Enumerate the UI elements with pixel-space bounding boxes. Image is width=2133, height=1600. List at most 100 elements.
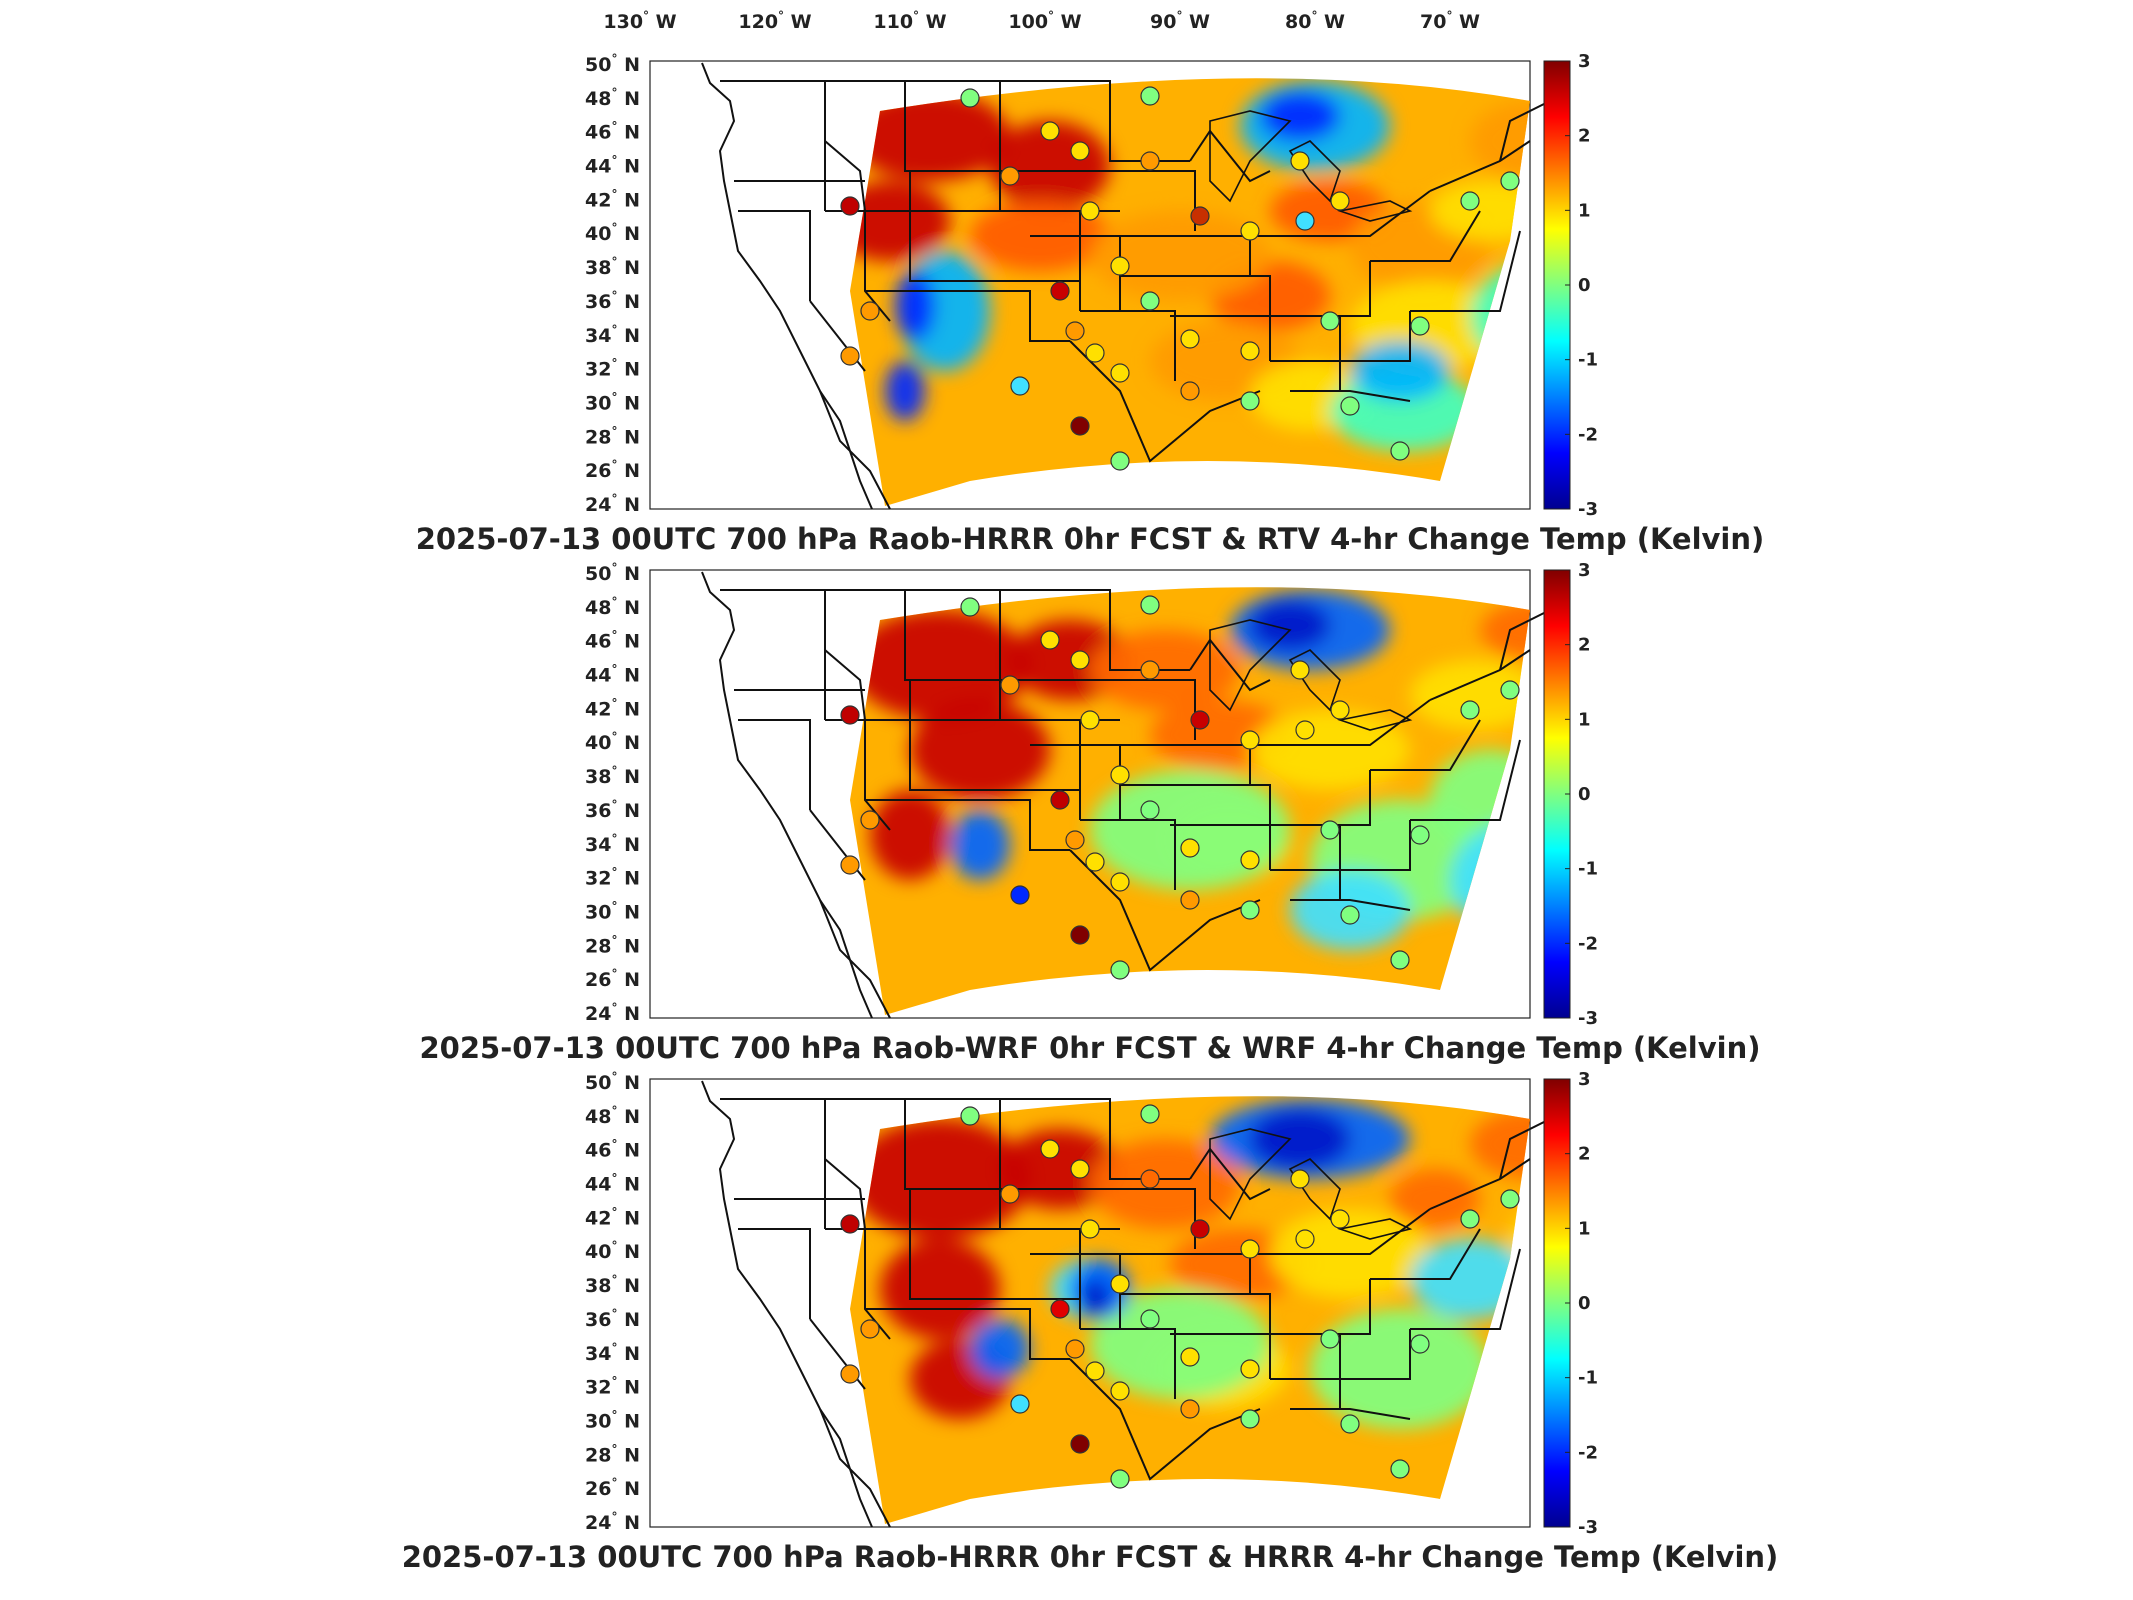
lat-tick-label: 44° N [585,1172,640,1196]
raob-station-marker [1140,595,1160,615]
lat-tick-label: 42° N [585,696,640,720]
raob-station-marker [1110,1381,1130,1401]
raob-station-marker [1140,800,1160,820]
lon-tick-label: 110° W [873,9,946,33]
raob-station-marker [1460,1209,1480,1229]
raob-station-marker [960,1106,980,1126]
colorbar-tick-label: 3 [1578,51,1591,72]
lat-tick-label: 50° N [585,52,640,76]
raob-station-marker [960,597,980,617]
raob-station-marker [1330,191,1350,211]
raob-station-marker [1240,341,1260,361]
raob-stations [840,1104,1520,1489]
raob-station-marker [1180,329,1200,349]
raob-station-marker [1085,1361,1105,1381]
raob-station-marker [1050,1299,1070,1319]
raob-station-marker [1110,872,1130,892]
raob-station-marker [1085,852,1105,872]
colorbar-tick-label: -1 [1578,350,1598,371]
colorbar-tick-label: 0 [1578,1293,1591,1314]
lat-tick-label: 46° N [585,629,640,653]
colorbar-tick-label: 2 [1578,1144,1591,1165]
lat-tick-label: 48° N [585,86,640,110]
raob-station-marker [1190,710,1210,730]
raob-station-marker [960,88,980,108]
raob-station-marker [840,196,860,216]
lat-tick-label: 32° N [585,357,640,381]
lat-tick-label: 26° N [585,1476,640,1500]
raob-station-marker [1240,900,1260,920]
lat-tick-label: 28° N [585,933,640,957]
lat-tick-label: 28° N [585,424,640,448]
lon-tick-label: 100° W [1008,9,1081,33]
raob-station-marker [1240,1239,1260,1259]
lat-tick-label: 46° N [585,1138,640,1162]
lat-tick-label: 32° N [585,866,640,890]
raob-station-marker [1050,790,1070,810]
raob-station-marker [1295,1229,1315,1249]
raob-station-marker [1500,171,1520,191]
raob-station-marker [1460,191,1480,211]
lon-tick-label: 70° W [1420,9,1480,33]
colorbar-tick-label: 1 [1578,709,1591,730]
raob-station-marker [1460,700,1480,720]
lat-tick-label: 34° N [585,323,640,347]
raob-station-marker [1390,441,1410,461]
raob-station-marker [1240,1359,1260,1379]
raob-station-marker [1110,363,1130,383]
raob-station-marker [1500,1189,1520,1209]
lat-tick-label: 34° N [585,1341,640,1365]
lat-tick-label: 48° N [585,595,640,619]
raob-station-marker [1010,1394,1030,1414]
lat-tick-label: 40° N [585,1239,640,1263]
raob-station-marker [1240,1409,1260,1429]
raob-station-marker [840,1214,860,1234]
raob-station-marker [1190,206,1210,226]
raob-station-marker [1110,765,1130,785]
raob-station-marker [1180,838,1200,858]
raob-station-marker [1290,660,1310,680]
raob-station-marker [1240,391,1260,411]
lat-tick-label: 30° N [585,899,640,923]
colorbar-tick-label: 0 [1578,784,1591,805]
raob-station-marker [1390,1459,1410,1479]
raob-station-marker [1050,281,1070,301]
longitude-axis: 130° W 120° W 110° W 100° W 90° W 80° W 70° W [603,9,1480,33]
lat-tick-label: 38° N [585,1273,640,1297]
panel-title: 2025-07-13 00UTC 700 hPa Raob-HRRR 0hr F… [402,1540,1779,1574]
lat-tick-label: 30° N [585,1408,640,1432]
colorbar-tick-label: 3 [1578,560,1591,581]
state-boundaries [701,571,1551,1019]
raob-station-marker [1180,890,1200,910]
raob-station-marker [860,1319,880,1339]
raob-station-marker [1070,1434,1090,1454]
map-panel-3: 50° N 48° N 46° N 44° N 42° N 40° N 38° N 36° N… [402,1069,1779,1574]
colorbar-tick-label: -2 [1578,933,1598,954]
lat-tick-label: 50° N [585,561,640,585]
lon-tick-label: 130° W [603,9,676,33]
lat-tick-label: 36° N [585,289,640,313]
colorbar-tick-label: 1 [1578,200,1591,221]
lat-tick-label: 40° N [585,221,640,245]
raob-station-marker [1110,451,1130,471]
raob-station-marker [1080,201,1100,221]
lon-tick-label: 120° W [738,9,811,33]
lat-tick-label: 38° N [585,764,640,788]
raob-station-marker [1040,630,1060,650]
raob-station-marker [1140,86,1160,106]
raob-station-marker [1295,720,1315,740]
lat-tick-label: 44° N [585,154,640,178]
raob-station-marker [1240,730,1260,750]
lon-tick-label: 90° W [1150,9,1210,33]
lat-tick-label: 26° N [585,458,640,482]
raob-station-marker [1340,396,1360,416]
colorbar-tick-label: 2 [1578,635,1591,656]
lat-tick-label: 42° N [585,1205,640,1229]
raob-station-marker [1410,316,1430,336]
raob-station-marker [1500,680,1520,700]
lon-tick-label: 80° W [1285,9,1345,33]
raob-station-marker [1065,1339,1085,1359]
raob-station-marker [1000,1184,1020,1204]
lat-tick-label: 30° N [585,390,640,414]
lat-tick-label: 48° N [585,1104,640,1128]
